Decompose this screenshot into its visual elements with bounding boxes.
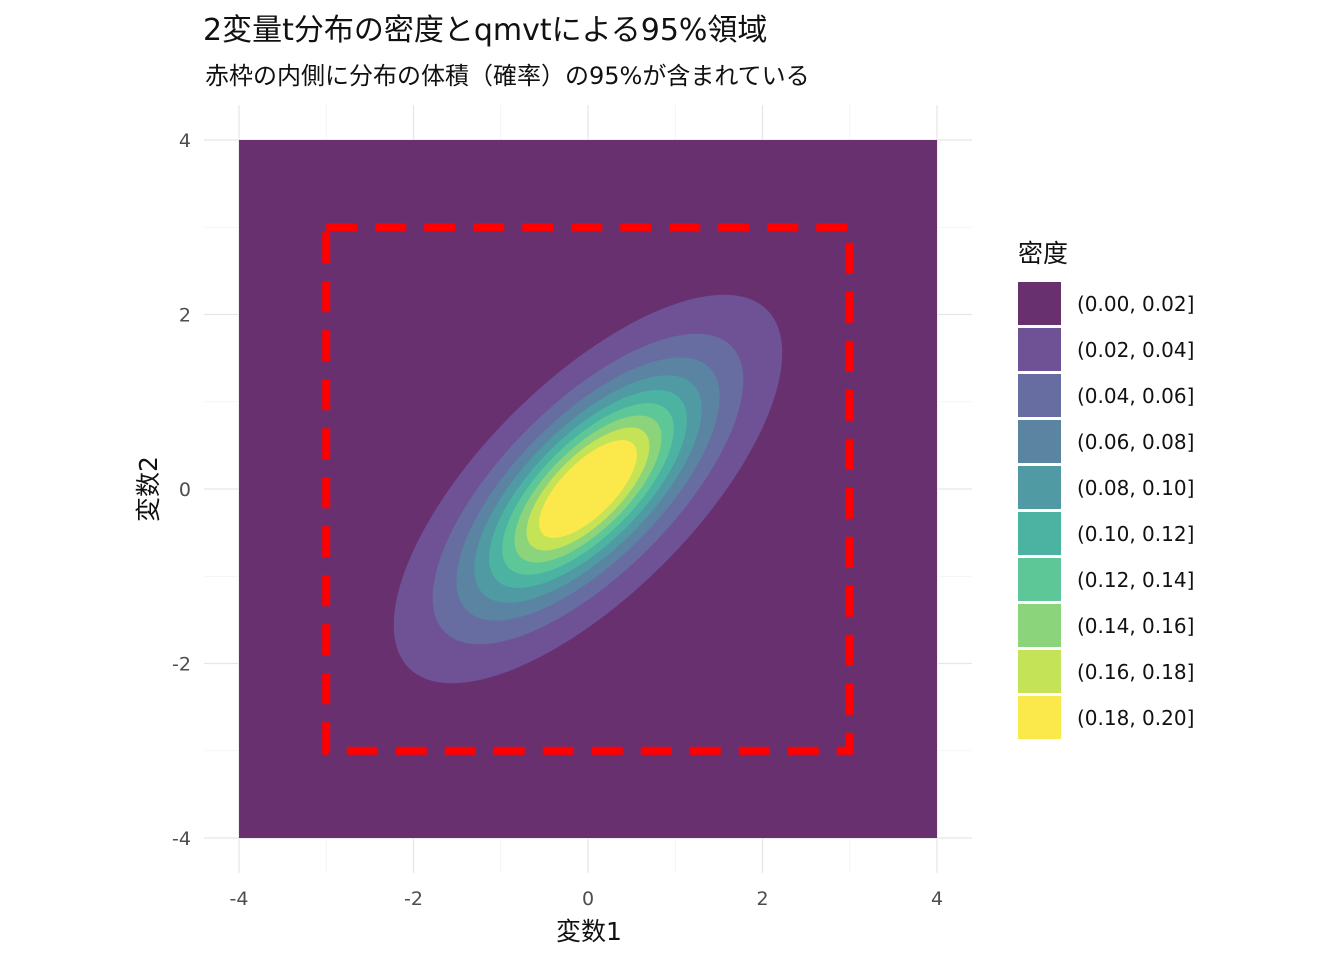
legend-label: (0.14, 0.16] [1077, 614, 1194, 638]
y-tick-label: -2 [172, 654, 191, 676]
legend-swatch [1018, 512, 1061, 555]
legend-swatch [1018, 420, 1061, 463]
legend-label: (0.08, 0.10] [1077, 476, 1194, 500]
legend-swatch [1018, 374, 1061, 417]
y-tick-label: -4 [172, 828, 191, 850]
legend-label: (0.00, 0.02] [1077, 292, 1194, 316]
legend-swatch [1018, 466, 1061, 509]
density-band-9 [539, 440, 637, 538]
chart-subtitle: 赤枠の内側に分布の体積（確率）の95%が含まれている [205, 62, 810, 90]
x-tick-label: -4 [230, 888, 249, 910]
legend-swatch [1018, 558, 1061, 601]
legend-swatch [1018, 604, 1061, 647]
x-tick-label: -2 [404, 888, 423, 910]
density-bands [393, 294, 783, 684]
legend: (0.00, 0.02] (0.02, 0.04] (0.04, 0.06] (0.0… [1018, 282, 1194, 739]
x-tick-label: 2 [756, 888, 768, 910]
region-95-box [322, 223, 854, 755]
legend-label: (0.02, 0.04] [1077, 338, 1194, 362]
legend-label: (0.18, 0.20] [1077, 706, 1194, 730]
y-tick-label: 4 [179, 130, 191, 152]
legend-label: (0.06, 0.08] [1077, 430, 1194, 454]
legend-label: (0.10, 0.12] [1077, 522, 1194, 546]
y-tick-label: 2 [179, 305, 191, 327]
y-axis-ticks: -4 -2 0 2 4 [172, 130, 191, 850]
x-tick-label: 4 [931, 888, 943, 910]
legend-label: (0.16, 0.18] [1077, 660, 1194, 684]
legend-label: (0.04, 0.06] [1077, 384, 1194, 408]
legend-label: (0.12, 0.14] [1077, 568, 1194, 592]
legend-swatch [1018, 282, 1061, 325]
legend-title: 密度 [1018, 239, 1068, 268]
legend-swatch [1018, 696, 1061, 739]
x-tick-label: 0 [582, 888, 594, 910]
y-axis-title: 変数2 [134, 456, 163, 522]
legend-swatch [1018, 328, 1061, 371]
legend-swatch [1018, 650, 1061, 693]
x-axis-ticks: -4 -2 0 2 4 [230, 888, 944, 910]
x-axis-title: 変数1 [556, 917, 622, 946]
y-tick-label: 0 [179, 479, 191, 501]
chart-title: 2変量t分布の密度とqmvtによる95%領域 [203, 13, 767, 48]
